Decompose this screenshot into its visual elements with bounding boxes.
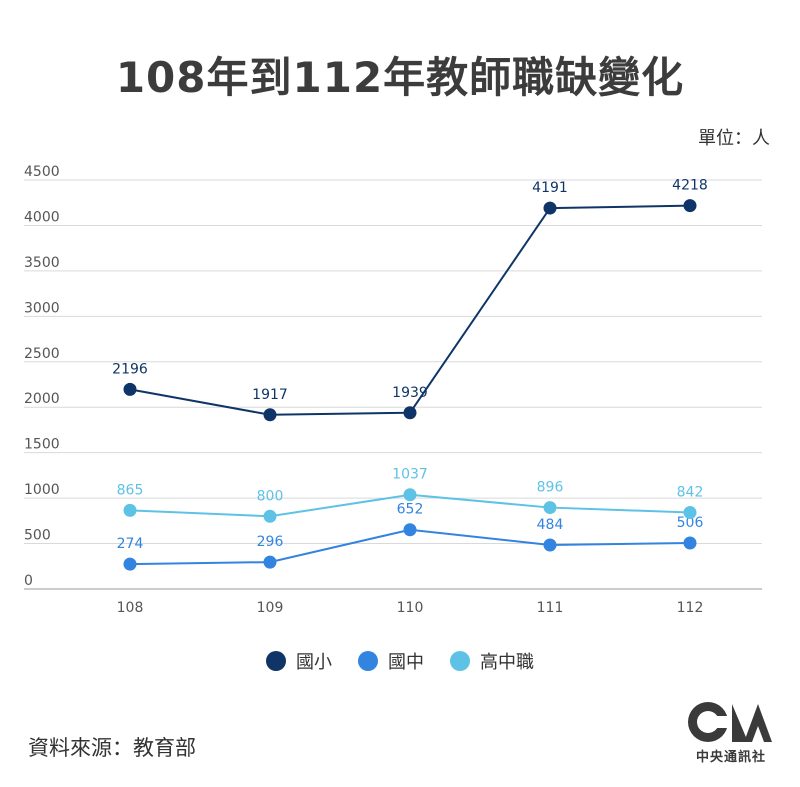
legend-swatch-junior-high xyxy=(358,651,378,671)
x-tick-label-110: 110 xyxy=(397,600,424,616)
legend-item-senior-high: 高中職 xyxy=(450,648,534,674)
data-label-senior-high-108: 865 xyxy=(117,482,144,498)
y-tick-label-2500: 2500 xyxy=(24,346,60,362)
legend-item-junior-high: 國中 xyxy=(358,648,424,674)
data-label-junior-high-112: 506 xyxy=(677,515,704,531)
unit-label: 單位：人 xyxy=(698,128,770,149)
legend-label-senior-high: 高中職 xyxy=(480,652,534,673)
cna-logo: 中央通訊社 xyxy=(686,700,776,766)
point-junior-high-109 xyxy=(263,555,277,569)
data-label-elementary-111: 4191 xyxy=(532,180,568,196)
x-tick-label-108: 108 xyxy=(117,600,144,616)
point-elementary-112 xyxy=(683,199,697,213)
cna-logo-text: 中央通訊社 xyxy=(695,750,766,765)
data-label-senior-high-110: 1037 xyxy=(392,467,428,483)
data-label-elementary-109: 1917 xyxy=(252,387,288,403)
legend: 國小 國中 高中職 xyxy=(0,648,800,674)
point-senior-high-112 xyxy=(683,505,697,519)
point-elementary-111 xyxy=(543,201,557,215)
series-line-elementary xyxy=(129,204,691,416)
y-tick-label-4500: 4500 xyxy=(24,164,60,180)
chart-title: 108年到112年教師職缺變化 xyxy=(115,53,685,102)
data-label-senior-high-112: 842 xyxy=(677,484,704,500)
point-junior-high-111 xyxy=(543,538,557,552)
data-label-elementary-108: 2196 xyxy=(112,361,148,377)
data-label-elementary-112: 4218 xyxy=(672,178,708,194)
legend-item-elementary: 國小 xyxy=(266,648,332,674)
legend-label-junior-high: 國中 xyxy=(388,652,424,673)
data-label-elementary-110: 1939 xyxy=(392,385,428,401)
data-label-junior-high-109: 296 xyxy=(257,534,284,550)
point-elementary-108 xyxy=(123,382,137,396)
point-elementary-110 xyxy=(403,406,417,420)
data-label-junior-high-108: 274 xyxy=(117,536,144,552)
data-label-senior-high-111: 896 xyxy=(537,480,564,496)
y-tick-label-4000: 4000 xyxy=(24,209,60,225)
line-chart: 4500 4000 3500 3000 2500 2000 1500 1000 500 0 108 1… xyxy=(24,164,762,616)
y-tick-label-1500: 1500 xyxy=(24,437,60,453)
x-tick-label-112: 112 xyxy=(677,600,704,616)
point-senior-high-111 xyxy=(543,501,557,515)
legend-swatch-senior-high xyxy=(450,651,470,671)
cna-logo-icon xyxy=(688,702,772,742)
y-tick-label-3500: 3500 xyxy=(24,255,60,271)
legend-swatch-elementary xyxy=(266,651,286,671)
source-note: 資料來源：教育部 xyxy=(28,736,196,760)
point-senior-high-109 xyxy=(263,509,277,523)
point-junior-high-112 xyxy=(683,536,697,550)
x-tick-label-109: 109 xyxy=(257,600,284,616)
data-label-junior-high-110: 652 xyxy=(397,502,424,518)
y-tick-label-2000: 2000 xyxy=(24,391,60,407)
point-senior-high-108 xyxy=(123,503,137,517)
point-junior-high-108 xyxy=(123,557,137,571)
point-elementary-109 xyxy=(263,408,277,422)
data-label-senior-high-109: 800 xyxy=(257,488,284,504)
x-tick-label-111: 111 xyxy=(537,600,564,616)
point-junior-high-110 xyxy=(403,523,417,537)
y-tick-label-500: 500 xyxy=(24,528,51,544)
legend-label-elementary: 國小 xyxy=(296,652,332,673)
y-tick-label-1000: 1000 xyxy=(24,482,60,498)
y-tick-label-0: 0 xyxy=(24,573,33,589)
data-label-junior-high-111: 484 xyxy=(537,517,564,533)
point-senior-high-110 xyxy=(403,488,417,502)
y-tick-label-3000: 3000 xyxy=(24,300,60,316)
